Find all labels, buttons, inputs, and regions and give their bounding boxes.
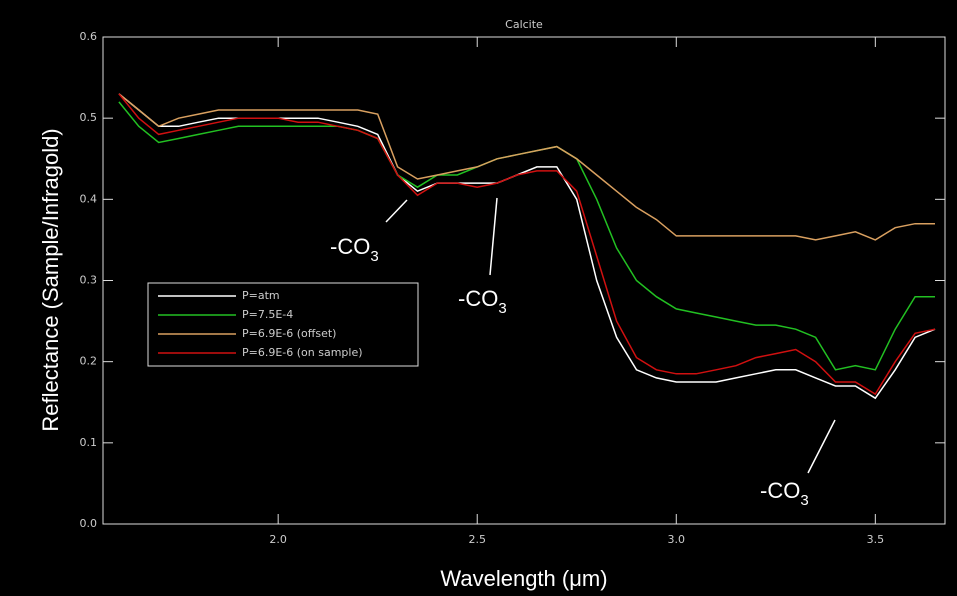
series-line [118,93,936,396]
y-tick-label: 0.4 [80,192,98,205]
annotation-text: -CO [760,478,800,503]
x-tick-label: 3.0 [668,533,686,546]
y-axis-label: Reflectance (Sample/Infragold) [38,128,63,431]
plot-area [103,36,945,525]
legend-label: P=6.9E-6 (offset) [242,327,336,340]
annotation-pointers [385,197,836,474]
annotation-line [385,199,408,223]
legend-box [147,282,419,367]
legend-label: P=6.9E-6 (on sample) [242,346,363,359]
annotation-line [807,419,836,474]
annotation-line [489,197,498,276]
series-line [118,93,935,241]
chart-title: Calcite [505,18,543,31]
y-tick-label: 0.3 [80,274,98,287]
y-tick-label: 0.6 [80,30,98,43]
x-tick-label: 2.5 [468,533,486,546]
y-tick-label: 0.2 [80,355,98,368]
x-axis-label: Wavelength (μm) [440,566,607,591]
annotation-text: -CO [330,234,370,259]
annotation-text: -CO [458,286,498,311]
y-tick-label: 0.5 [80,111,98,124]
annotation-subscript: 3 [498,300,506,317]
annotation: -CO3 [760,478,809,509]
x-tick-label: 3.5 [867,533,885,546]
annotation: -CO3 [330,234,379,265]
y-tick-label: 0.0 [80,517,98,530]
annotation-subscript: 3 [370,248,378,265]
y-tick-label: 0.1 [80,436,98,449]
legend-label: P=7.5E-4 [242,308,293,321]
x-tick-label: 2.0 [269,533,287,546]
annotation-subscript: 3 [800,492,808,509]
legend-label: P=atm [242,289,280,302]
annotation: -CO3 [458,286,507,317]
legend: P=atm P=7.5E-4 P=6.9E-6 (offset) P=6.9E-6 (… [158,289,363,359]
